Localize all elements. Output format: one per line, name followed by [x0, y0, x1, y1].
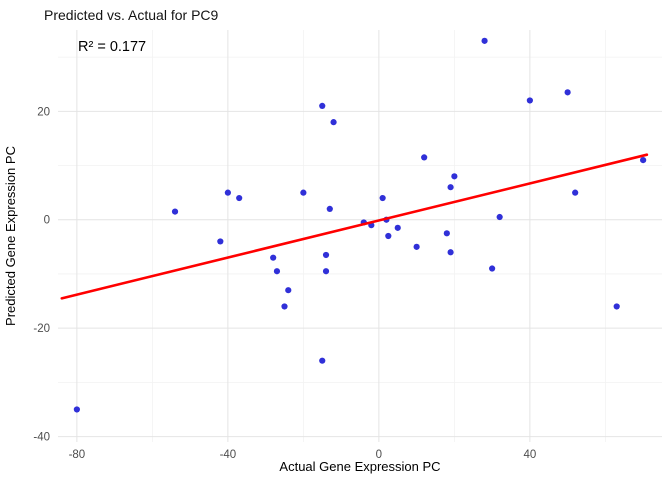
- data-point: [236, 194, 243, 202]
- data-point: [413, 243, 420, 250]
- data-point: [572, 189, 579, 196]
- data-point: [217, 238, 224, 245]
- data-point: [451, 173, 458, 180]
- data-point: [379, 194, 386, 202]
- y-axis-title: Predicted Gene Expression PC: [3, 146, 18, 326]
- data-point: [489, 265, 496, 272]
- regression-line: [60, 153, 649, 300]
- data-point: [319, 357, 326, 364]
- data-point: [322, 251, 330, 259]
- y-tick-label: 0: [44, 215, 50, 227]
- data-point: [394, 224, 401, 231]
- chart-title: Predicted vs. Actual for PC9: [44, 7, 219, 23]
- data-point: [481, 37, 488, 44]
- y-tick-label: 20: [37, 106, 50, 118]
- data-point: [322, 268, 330, 275]
- data-point: [526, 97, 533, 104]
- data-point: [640, 157, 647, 164]
- x-axis-title: Actual Gene Expression PC: [279, 459, 440, 474]
- x-tick-label: -80: [69, 449, 86, 461]
- y-tick-label: -20: [33, 323, 50, 335]
- data-point: [270, 254, 277, 261]
- data-point: [319, 102, 326, 109]
- data-point: [496, 213, 503, 221]
- data-point: [224, 189, 231, 196]
- data-point: [281, 303, 288, 310]
- data-point: [171, 208, 179, 215]
- data-point: [443, 230, 450, 237]
- data-point: [421, 154, 428, 161]
- data-point: [73, 406, 80, 413]
- data-point: [326, 205, 333, 212]
- data-point: [330, 119, 337, 126]
- x-tick-label: -40: [220, 449, 237, 461]
- r-squared-annotation: R² = 0.177: [78, 39, 147, 55]
- data-point: [564, 89, 571, 96]
- data-point: [385, 232, 392, 240]
- y-tick-label: -40: [33, 432, 50, 444]
- data-point: [447, 184, 454, 191]
- data-point: [613, 303, 620, 310]
- data-point: [300, 189, 307, 196]
- data-point: [273, 268, 281, 275]
- x-tick-label: 40: [523, 449, 536, 461]
- data-point: [285, 287, 292, 294]
- x-tick-label: 0: [376, 449, 382, 461]
- data-point: [447, 249, 454, 256]
